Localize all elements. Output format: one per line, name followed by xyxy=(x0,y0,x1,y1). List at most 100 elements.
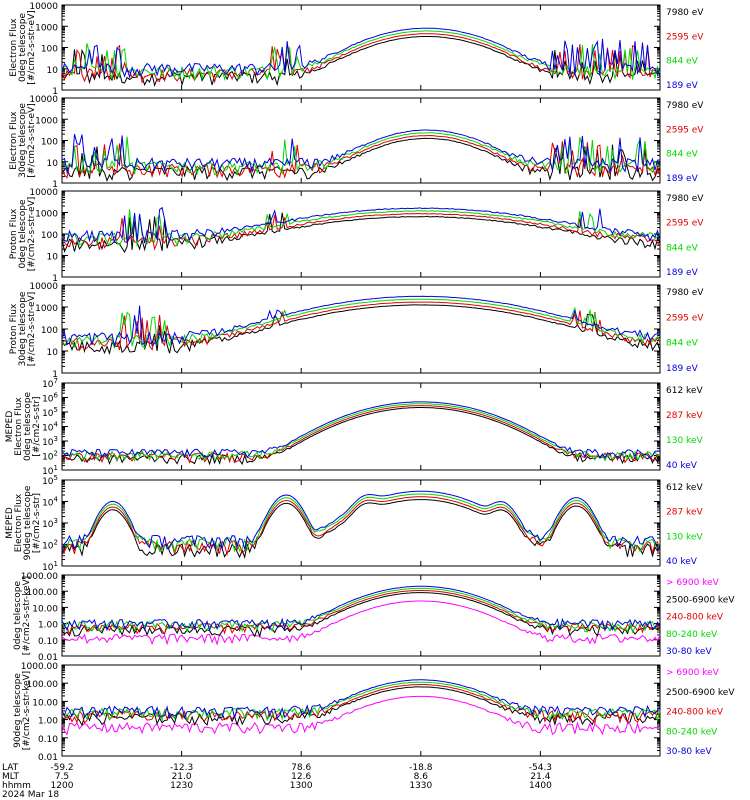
y-axis-label: Proton Flux xyxy=(9,208,19,259)
y-axis-label: [#/cm2-s-str-eV] xyxy=(27,197,37,272)
legend-40-kev: 40 keV xyxy=(666,461,698,471)
x-tick-mlt: 8.6 xyxy=(414,772,429,782)
legend-2595-ev: 2595 eV xyxy=(666,125,704,135)
y-tick-label: 100 xyxy=(41,138,58,148)
y-tick-label: 10 xyxy=(47,253,59,263)
y-axis-label: Electron Flux xyxy=(9,18,19,77)
legend-844-ev: 844 eV xyxy=(666,339,699,349)
legend-287-kev: 287 keV xyxy=(666,508,703,518)
series-green xyxy=(61,493,661,553)
y-tick-label: 105 xyxy=(42,474,58,487)
y-tick-label: 1000.00 xyxy=(21,662,58,672)
y-axis-label: Proton Flux xyxy=(9,303,19,354)
series-magenta xyxy=(61,600,661,646)
y-tick-label: 1 xyxy=(52,180,58,190)
y-axis-label: 90deg telescope xyxy=(23,485,33,560)
y-tick-label: 10.00 xyxy=(32,604,58,614)
y-tick-label: 102 xyxy=(42,450,58,463)
y-tick-label: 101 xyxy=(42,560,58,573)
legend-40-kev: 40 keV xyxy=(666,557,698,567)
legend-287-kev: 287 keV xyxy=(666,411,703,421)
y-axis-label: Electron Flux xyxy=(14,397,24,456)
legend--6900-kev: > 6900 keV xyxy=(666,578,720,588)
y-tick-label: 0.10 xyxy=(38,735,58,745)
x-tick-lat: -18.8 xyxy=(409,763,433,773)
series-black xyxy=(61,407,661,466)
y-tick-label: 106 xyxy=(42,392,58,405)
x-tick-mlt: 21.0 xyxy=(172,772,192,782)
x-tick-lat: 78.6 xyxy=(291,763,311,773)
series-red xyxy=(61,212,661,251)
legend-844-ev: 844 eV xyxy=(666,150,699,160)
y-tick-label: 1000 xyxy=(35,210,58,220)
legend-189-ev: 189 eV xyxy=(666,268,699,278)
x-tick-hhmm: 1400 xyxy=(529,781,552,791)
y-axis-label: 0deg telescope xyxy=(18,199,28,269)
legend-844-ev: 844 eV xyxy=(666,243,699,253)
y-tick-label: 1.00 xyxy=(38,621,58,631)
y-axis-label: [#/cm2-s-str-eV] xyxy=(27,103,37,178)
legend-2500-6900-kev: 2500-6900 keV xyxy=(666,595,735,605)
y-axis-label: 30deg telescope xyxy=(18,103,28,178)
x-tick-lat: -54.3 xyxy=(529,763,552,773)
legend-189-ev: 189 eV xyxy=(666,81,699,91)
series-blue xyxy=(61,679,661,720)
y-tick-label: 101 xyxy=(42,464,58,477)
y-axis-label: [#/cm2-s-str-eV] xyxy=(27,292,37,367)
y-tick-label: 10 xyxy=(47,66,59,76)
legend-7980-ev: 7980 eV xyxy=(666,194,704,204)
panel-4: 1 10 100 1000 10000 Proton Flux 30deg telescop… xyxy=(9,282,704,380)
legend-844-ev: 844 eV xyxy=(666,57,699,67)
legend-130-kev: 130 keV xyxy=(666,532,703,542)
legend-2500-6900-kev: 2500-6900 keV xyxy=(666,688,735,698)
y-tick-label: 103 xyxy=(42,517,58,530)
y-tick-label: 100 xyxy=(41,326,58,336)
panel-frame xyxy=(61,479,661,567)
y-axis-label: [#/cm2-s-str-keV] xyxy=(22,576,32,655)
y-axis-label: Electron Flux xyxy=(9,111,19,170)
legend-612-kev: 612 keV xyxy=(666,386,703,396)
y-tick-label: 1000 xyxy=(35,23,58,33)
y-tick-label: 0.01 xyxy=(38,653,58,663)
y-tick-label: 100.00 xyxy=(27,680,59,690)
y-axis-label: MEPED xyxy=(5,507,15,539)
legend-130-kev: 130 keV xyxy=(666,436,703,446)
y-tick-label: 10 xyxy=(47,348,59,358)
y-tick-label: 103 xyxy=(42,435,58,448)
series-blue xyxy=(61,27,661,79)
y-axis-label: MEPED xyxy=(5,411,15,443)
legend--6900-kev: > 6900 keV xyxy=(666,668,720,678)
legend-2595-ev: 2595 eV xyxy=(666,313,704,323)
y-axis-label: 90deg telescope xyxy=(13,673,23,748)
legend-2595-ev: 2595 eV xyxy=(666,219,704,229)
y-tick-label: 107 xyxy=(42,377,58,390)
legend-7980-ev: 7980 eV xyxy=(666,8,704,18)
y-tick-label: 1000.00 xyxy=(21,572,58,582)
y-tick-label: 1.00 xyxy=(38,717,58,727)
y-tick-label: 1000 xyxy=(35,304,58,314)
y-tick-label: 0.01 xyxy=(38,753,58,763)
panel-3: 1 10 100 1000 10000 Proton Flux 0deg telescope… xyxy=(9,188,704,284)
y-axis-label: 0deg telescope xyxy=(18,13,28,83)
y-axis-label: [#/cm2-s-str-eV] xyxy=(27,10,37,85)
x-tick-hhmm: 1230 xyxy=(170,781,193,791)
panel-2: 1 10 100 1000 10000 Electron Flux 30deg telesc… xyxy=(9,95,704,190)
series-black xyxy=(61,212,661,254)
x-axis-row-label: 2024 Mar 18 xyxy=(2,790,59,800)
y-axis-label: 0deg telescope xyxy=(13,581,23,651)
series-blue xyxy=(61,129,661,174)
y-tick-label: 10000 xyxy=(29,188,58,198)
y-tick-label: 1 xyxy=(52,274,58,284)
y-tick-label: 1 xyxy=(52,87,58,97)
legend-30-80-kev: 30-80 keV xyxy=(666,647,712,657)
y-tick-label: 10 xyxy=(47,159,59,169)
y-tick-label: 10000 xyxy=(29,95,58,105)
y-tick-label: 10.00 xyxy=(32,698,58,708)
series-green xyxy=(61,681,661,722)
legend-240-800-kev: 240-800 keV xyxy=(666,708,724,718)
y-axis-label: 30deg telescope xyxy=(18,291,28,366)
series-black xyxy=(61,499,661,560)
x-tick-hhmm: 1330 xyxy=(409,781,432,791)
